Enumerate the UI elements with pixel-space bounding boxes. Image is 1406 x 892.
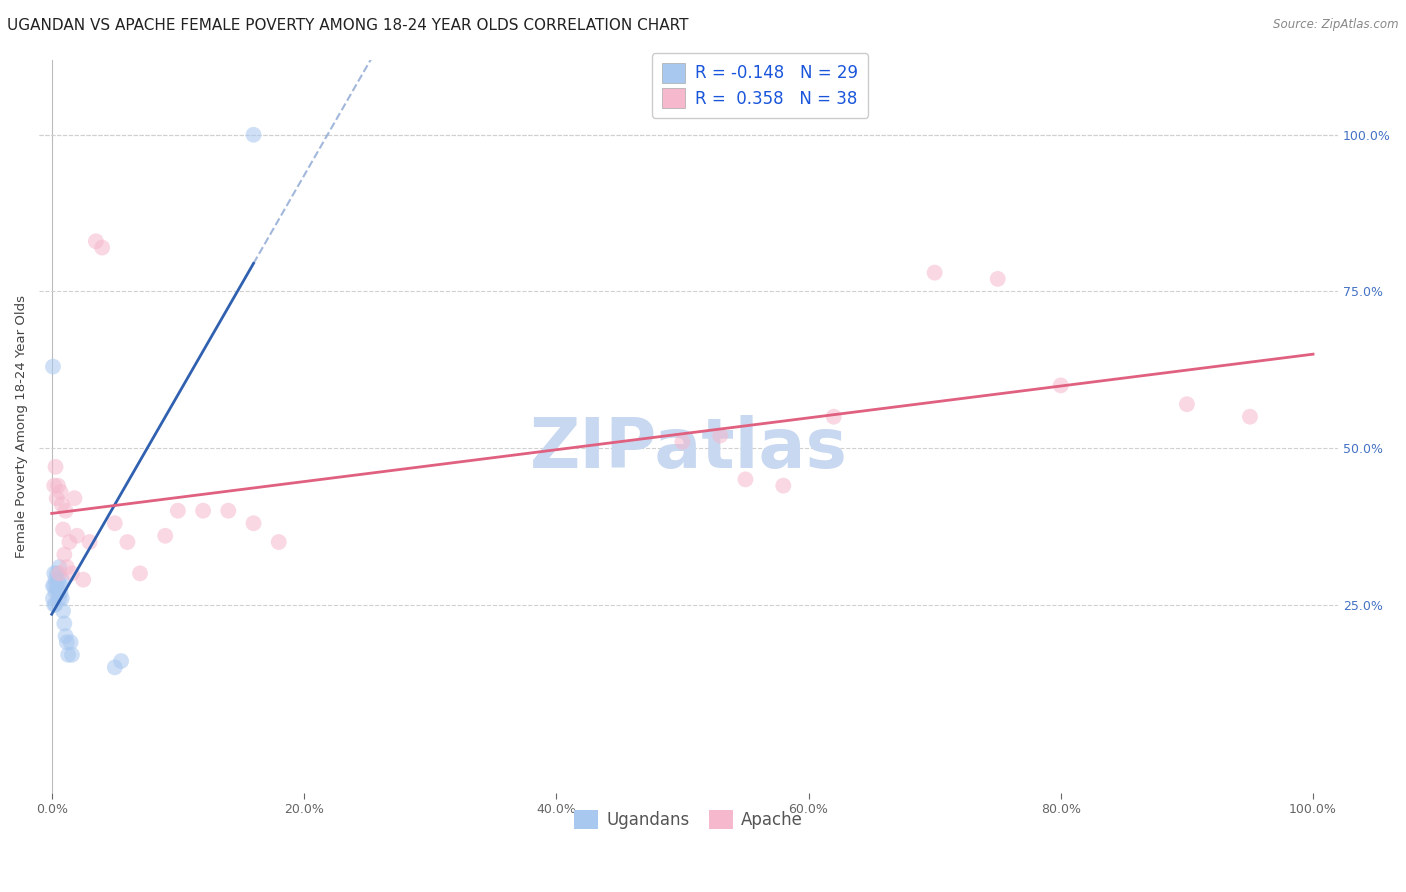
Point bbox=[987, 272, 1010, 286]
Point bbox=[46, 585, 69, 599]
Legend: Ugandans, Apache: Ugandans, Apache bbox=[568, 803, 810, 836]
Point bbox=[44, 598, 66, 612]
Point bbox=[53, 548, 76, 562]
Point bbox=[191, 504, 214, 518]
Text: Source: ZipAtlas.com: Source: ZipAtlas.com bbox=[1274, 18, 1399, 31]
Point bbox=[45, 579, 67, 593]
Point bbox=[48, 591, 70, 606]
Point bbox=[823, 409, 845, 424]
Point bbox=[709, 428, 731, 442]
Point bbox=[45, 491, 67, 505]
Point bbox=[110, 654, 132, 668]
Point bbox=[44, 573, 66, 587]
Point bbox=[42, 591, 65, 606]
Point bbox=[51, 573, 73, 587]
Text: ZIPatlas: ZIPatlas bbox=[530, 415, 848, 482]
Point bbox=[104, 516, 127, 531]
Point bbox=[217, 504, 239, 518]
Point bbox=[49, 484, 72, 499]
Point bbox=[56, 635, 79, 649]
Point bbox=[242, 128, 264, 142]
Point bbox=[1049, 378, 1071, 392]
Point bbox=[49, 579, 72, 593]
Point bbox=[671, 434, 693, 449]
Point bbox=[46, 573, 69, 587]
Point bbox=[59, 635, 82, 649]
Y-axis label: Female Poverty Among 18-24 Year Olds: Female Poverty Among 18-24 Year Olds bbox=[15, 294, 28, 558]
Point bbox=[91, 241, 114, 255]
Point bbox=[72, 573, 94, 587]
Point bbox=[104, 660, 127, 674]
Point bbox=[60, 648, 83, 662]
Point bbox=[46, 478, 69, 492]
Point bbox=[66, 529, 89, 543]
Point bbox=[166, 504, 188, 518]
Point bbox=[45, 566, 67, 581]
Point bbox=[772, 478, 794, 492]
Point bbox=[58, 535, 80, 549]
Point bbox=[56, 560, 79, 574]
Point bbox=[52, 523, 75, 537]
Point bbox=[44, 598, 66, 612]
Point bbox=[44, 566, 66, 581]
Point bbox=[55, 504, 77, 518]
Point bbox=[60, 566, 83, 581]
Text: UGANDAN VS APACHE FEMALE POVERTY AMONG 18-24 YEAR OLDS CORRELATION CHART: UGANDAN VS APACHE FEMALE POVERTY AMONG 1… bbox=[7, 18, 689, 33]
Point bbox=[42, 359, 65, 374]
Point bbox=[49, 585, 72, 599]
Point bbox=[44, 459, 66, 474]
Point bbox=[267, 535, 290, 549]
Point bbox=[1175, 397, 1198, 411]
Point bbox=[56, 648, 79, 662]
Point bbox=[51, 498, 73, 512]
Point bbox=[48, 566, 70, 581]
Point bbox=[84, 235, 107, 249]
Point bbox=[48, 560, 70, 574]
Point bbox=[42, 579, 65, 593]
Point bbox=[55, 629, 77, 643]
Point bbox=[52, 604, 75, 618]
Point bbox=[51, 591, 73, 606]
Point bbox=[129, 566, 152, 581]
Point bbox=[44, 478, 66, 492]
Point bbox=[53, 616, 76, 631]
Point bbox=[924, 266, 946, 280]
Point bbox=[44, 579, 66, 593]
Point bbox=[734, 472, 756, 486]
Point bbox=[79, 535, 101, 549]
Point bbox=[117, 535, 139, 549]
Point bbox=[242, 516, 264, 531]
Point bbox=[44, 585, 66, 599]
Point bbox=[63, 491, 86, 505]
Point bbox=[1239, 409, 1261, 424]
Point bbox=[155, 529, 177, 543]
